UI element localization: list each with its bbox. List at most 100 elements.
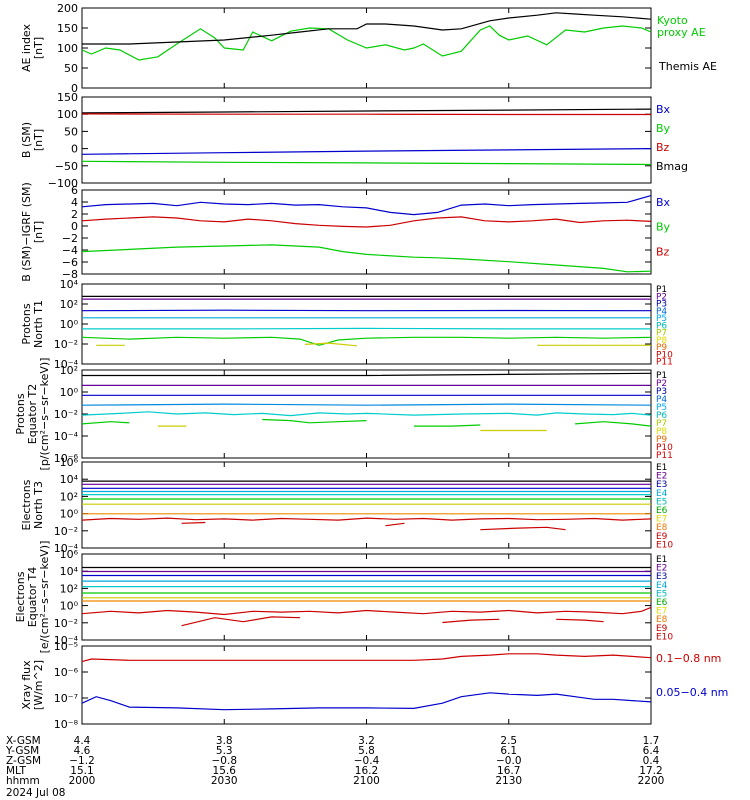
y-tick-label: 100	[57, 108, 78, 121]
legend-label: P6	[656, 321, 667, 331]
y-tick-label: 10⁰	[60, 508, 79, 521]
series-p8	[304, 342, 358, 347]
legend-label: E6	[656, 506, 668, 516]
y-tick-label: 10²	[60, 490, 78, 503]
y-axis-label: Equator T4	[26, 567, 39, 627]
legend-label: E10	[656, 540, 673, 550]
legend-label: P9	[656, 343, 667, 353]
y-tick-label: 200	[57, 2, 78, 15]
y-tick-label: 10⁻²	[54, 338, 78, 351]
y-axis-label: B (SM)−IGRF (SM)	[20, 182, 33, 282]
y-tick-label: 10⁰	[60, 600, 79, 613]
ephemeris-value: 2.5	[500, 735, 517, 747]
legend-label: E7	[656, 515, 667, 525]
y-tick-label: 10⁶	[60, 548, 79, 561]
series-p4	[81, 309, 652, 312]
legend-label: P5	[656, 403, 667, 413]
y-tick-label: 10²	[60, 582, 78, 595]
series-themis-ae	[82, 12, 652, 45]
legend-label: Bmag	[656, 160, 688, 173]
ephemeris-value: 1.7	[643, 735, 660, 747]
y-tick-label: 10⁻⁴	[54, 542, 79, 555]
series-bmag	[81, 108, 652, 114]
series-p4	[81, 403, 652, 406]
series-p1	[82, 372, 652, 377]
series-bx	[81, 148, 652, 155]
ephemeris-value: 17.2	[639, 765, 662, 777]
date-label: 2024 Jul 08	[6, 787, 65, 799]
plot-frame	[81, 461, 652, 549]
panel-8: 10⁻⁵ 10⁻⁶ 10⁻⁷ 10⁻⁸ Xray flux [W/m^2] 0.1−0.8 …	[20, 640, 728, 731]
y-axis-label: North T1	[32, 300, 45, 348]
y-axis-label: [W/m^2]	[32, 660, 45, 710]
legend-label: E2	[656, 472, 667, 482]
legend-label: E8	[656, 523, 668, 533]
y-tick-label: 10⁰	[60, 386, 79, 399]
legend-label: E8	[656, 615, 668, 625]
y-axis-label: Electrons	[20, 479, 33, 530]
ephemeris-value: 6.1	[500, 745, 517, 757]
legend-label: P10	[656, 350, 673, 360]
panel-2: 150 100 50 0 −50 −100 B (SM) [nT] Bx By Bz Bmag	[20, 91, 688, 190]
plot-frame	[81, 645, 652, 725]
legend-label: E5	[656, 497, 667, 507]
ephemeris-value: 5.8	[358, 745, 375, 757]
ephemeris-value: 5.3	[216, 745, 233, 757]
y-tick-label: 10⁻⁴	[54, 634, 79, 647]
y-axis-label: AE index	[20, 23, 33, 72]
y-tick-label: −4	[62, 244, 78, 257]
series-p7	[413, 424, 481, 427]
legend-label: P9	[656, 435, 667, 445]
legend-label: P5	[656, 314, 667, 324]
ephemeris-row-label: Y-GSM	[5, 745, 39, 757]
series-p7	[81, 421, 130, 425]
legend-label: E3	[656, 480, 667, 490]
legend-label: Bz	[656, 141, 670, 154]
series-e10	[385, 522, 405, 527]
legend-label: Kyoto	[657, 14, 688, 27]
legend-label: E4	[656, 489, 668, 499]
legend-label: E3	[656, 572, 667, 582]
plot-frame	[81, 189, 652, 275]
legend-label: E1	[656, 463, 667, 473]
y-tick-label: 10⁻²	[54, 525, 78, 538]
y-tick-label: 10⁻⁸	[54, 718, 79, 731]
y-axis-label: [nT]	[32, 129, 45, 151]
series-bz	[81, 216, 652, 228]
legend-label: E1	[656, 555, 667, 565]
y-tick-label: 10⁻⁴	[54, 358, 79, 371]
series-0-1-0-8-nm	[81, 653, 652, 663]
ephemeris-value: 15.1	[70, 765, 93, 777]
y-tick-label: 0	[71, 220, 78, 233]
y-axis-label: North T3	[32, 481, 45, 529]
legend-label: P1	[656, 285, 667, 295]
y-tick-label: 10⁻²	[54, 617, 78, 630]
y-tick-label: −50	[55, 160, 78, 173]
legend-label: Bz	[656, 245, 670, 258]
ephemeris-value: 2200	[638, 775, 665, 787]
legend-label: proxy AE	[657, 26, 706, 39]
series-e10	[181, 521, 206, 524]
ephemeris-row-label: X-GSM	[6, 735, 41, 747]
series-kyoto-proxy-ae	[81, 25, 652, 61]
ephemeris-row-label: hhmm	[6, 775, 40, 787]
series-0-05-0-4-nm	[81, 692, 652, 711]
legend-label: E7	[656, 607, 667, 617]
ephemeris-value: 15.6	[213, 765, 237, 777]
legend-label: 0.05−0.4 nm	[656, 686, 728, 699]
ephemeris-value: 6.4	[643, 745, 660, 757]
y-axis-label: [e/(cm²−s−sr−keV)]	[38, 541, 51, 654]
y-tick-label: 0	[71, 82, 78, 95]
y-tick-label: 10²	[60, 364, 78, 377]
y-axis-label: Equator T2	[26, 384, 39, 444]
panel-4: 10⁴ 10² 10⁰ 10⁻² 10⁻⁴ Protons North T1 P1P2P3P4…	[20, 278, 673, 371]
legend-label: Bx	[656, 196, 671, 209]
legend-label: P4	[656, 307, 667, 317]
y-tick-label: 6	[71, 184, 78, 197]
ephemeris-value: 2130	[495, 775, 522, 787]
ephemeris-value: −0.0	[496, 755, 522, 767]
